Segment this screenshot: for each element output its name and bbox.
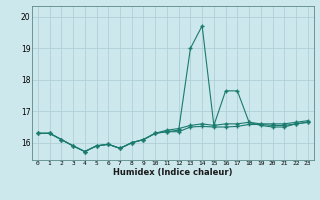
X-axis label: Humidex (Indice chaleur): Humidex (Indice chaleur) bbox=[113, 168, 233, 177]
